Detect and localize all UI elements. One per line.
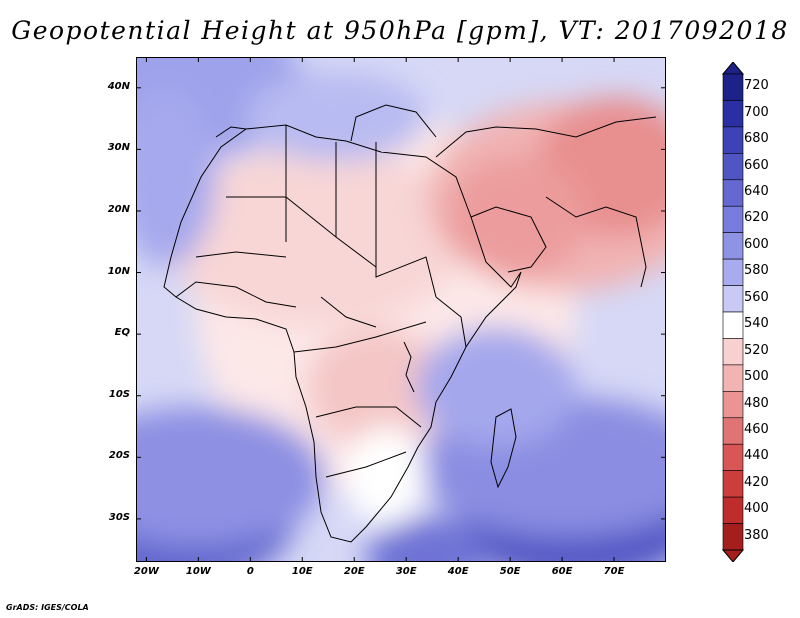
map-panel	[136, 57, 666, 562]
colorbar-top-arrow	[721, 61, 745, 75]
colorbar-swatch	[722, 364, 744, 392]
colorbar-swatch	[722, 153, 744, 181]
colorbar-label: 500	[744, 369, 769, 385]
lon-label: 20E	[343, 566, 365, 577]
colorbar-swatch	[722, 470, 744, 498]
colorbar-swatch	[722, 100, 744, 128]
colorbar-label: 560	[744, 289, 769, 305]
colorbar-swatch	[722, 496, 744, 524]
lon-label: 10W	[185, 566, 211, 577]
colorbar-swatch	[722, 205, 744, 233]
lon-label: 20W	[133, 566, 159, 577]
colorbar-label: 640	[744, 184, 769, 199]
colorbar-label: 440	[744, 448, 769, 464]
colorbar-label: 540	[744, 316, 769, 332]
colorbar-label: 700	[744, 104, 769, 120]
colorbar-swatch	[722, 73, 744, 101]
lat-label: 10S	[108, 388, 130, 400]
lon-label: 50E	[499, 566, 521, 577]
lat-label: 30N	[107, 142, 130, 154]
colorbar-label: 620	[744, 210, 769, 226]
colorbar-swatch	[722, 232, 744, 260]
colorbar-label: 720	[744, 78, 769, 94]
lon-label: 30E	[395, 566, 417, 577]
lat-label: 10N	[107, 265, 130, 277]
colorbar-label: 600	[744, 236, 769, 252]
lon-label: 0	[246, 566, 254, 577]
chart-title: Geopotential Height at 950hPa [gpm], VT:…	[11, 16, 789, 45]
lon-label: 40E	[447, 566, 469, 577]
grads-credit: GrADS: IGES/COLA	[6, 603, 89, 612]
colorbar-swatch	[722, 126, 744, 154]
colorbar-swatch	[722, 417, 744, 445]
colorbar-swatch	[722, 258, 744, 286]
coastlines	[163, 104, 657, 543]
colorbar-swatch	[722, 179, 744, 207]
colorbar-label: 460	[744, 422, 769, 437]
lat-label: 40N	[107, 80, 130, 92]
lon-label: 10E	[291, 566, 313, 577]
colorbar-swatch	[722, 338, 744, 366]
lat-label: EQ	[114, 327, 130, 339]
colorbar-label: 520	[744, 342, 769, 358]
colorbar-label: 480	[744, 395, 769, 411]
colorbar-swatch	[722, 311, 744, 339]
colorbar-bottom-arrow	[721, 549, 745, 563]
colorbar-label: 420	[744, 474, 769, 490]
lat-label: 20N	[107, 203, 130, 215]
colorbar-swatch	[722, 523, 744, 551]
colorbar-label: 680	[744, 131, 769, 147]
colorbar-label: 380	[744, 527, 769, 543]
lon-label: 70E	[603, 566, 625, 577]
colorbar-label: 400	[744, 501, 769, 517]
colorbar-swatch	[722, 443, 744, 471]
colorbar-label: 660	[744, 157, 769, 173]
lat-label: 30S	[108, 511, 130, 523]
lat-label: 20S	[108, 450, 130, 462]
lon-label: 60E	[551, 566, 573, 577]
colorbar	[721, 61, 745, 566]
colorbar-swatch	[722, 391, 744, 419]
colorbar-label: 580	[744, 263, 769, 279]
colorbar-swatch	[722, 285, 744, 313]
